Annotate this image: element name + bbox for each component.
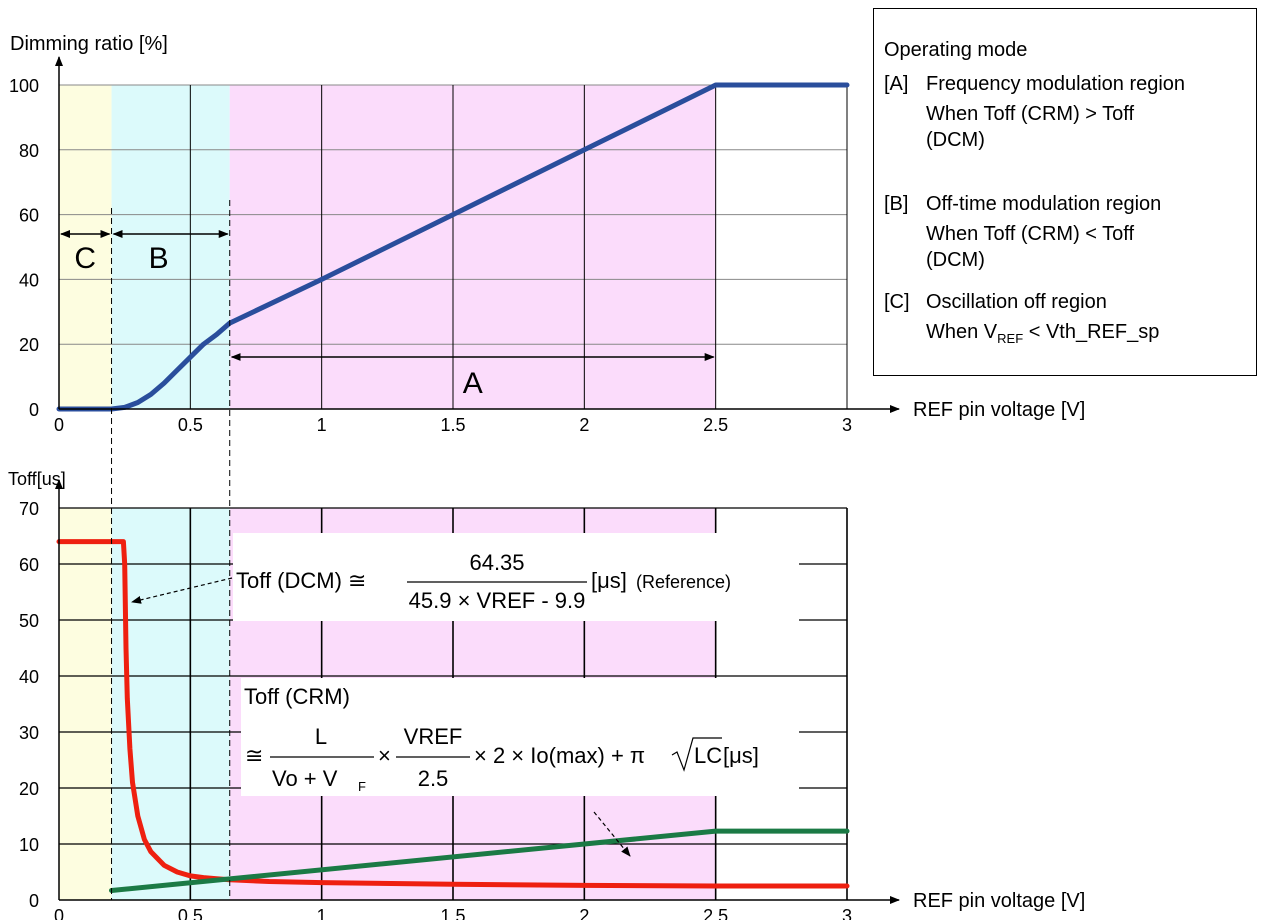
y-tick-label-2-20: 20 bbox=[19, 779, 39, 799]
legend-title: Operating mode bbox=[884, 39, 1028, 61]
x-tick-label-2-2: 2 bbox=[579, 906, 589, 920]
y-tick-label-2-0: 0 bbox=[29, 891, 39, 911]
region-b-band-2 bbox=[111, 508, 230, 900]
y-tick-label-2-40: 40 bbox=[19, 667, 39, 687]
region-c-band-2 bbox=[59, 508, 112, 900]
y-tick-label-1-40: 40 bbox=[19, 270, 39, 290]
crm-approx-sign: ≅ bbox=[245, 743, 263, 768]
x-tick-label-1-1: 1 bbox=[317, 415, 327, 435]
x-tick-label-1-1.5: 1.5 bbox=[440, 415, 465, 435]
x-tick-label-1-2: 2 bbox=[579, 415, 589, 435]
legend-name-a: Frequency modulation region bbox=[926, 73, 1186, 95]
series-line-2-1 bbox=[56, 539, 850, 889]
dcm-formula-box bbox=[233, 533, 799, 621]
legend-name-b: Off-time modulation region bbox=[926, 193, 1162, 215]
y-tick-label-2-30: 30 bbox=[19, 723, 39, 743]
y-tick-label-2-70: 70 bbox=[19, 499, 39, 519]
legend-tag-c: [C] bbox=[884, 291, 910, 313]
region-c-band-1 bbox=[59, 85, 112, 409]
x-tick-label-2-0: 0 bbox=[54, 906, 64, 920]
region-c-label: C bbox=[74, 242, 96, 275]
y-axis-label-2: Toff[us] bbox=[8, 469, 66, 489]
x-axis-label-1: REF pin voltage [V] bbox=[913, 399, 1085, 421]
y-tick-label-2-10: 10 bbox=[19, 835, 39, 855]
legend-tag-b: [B] bbox=[884, 193, 909, 215]
y-tick-label-1-20: 20 bbox=[19, 335, 39, 355]
region-b-label: B bbox=[149, 242, 169, 275]
crm-formula-unit: [μs] bbox=[723, 743, 759, 768]
dcm-formula-note: (Reference) bbox=[636, 572, 731, 592]
crm-fraction2-numerator: VREF bbox=[404, 724, 463, 749]
y-tick-label-2-60: 60 bbox=[19, 555, 39, 575]
crm-times-sign: × bbox=[378, 743, 391, 768]
crm-fraction1-subscript: F bbox=[358, 779, 366, 794]
legend-detail-c-suffix: < Vth_REF_sp bbox=[1023, 321, 1160, 343]
crm-pointer-arrow bbox=[593, 811, 631, 857]
dcm-pointer-arrow bbox=[131, 577, 233, 604]
x-axis-label-2: REF pin voltage [V] bbox=[913, 890, 1085, 912]
legend-name-c: Oscillation off region bbox=[926, 291, 1107, 313]
x-tick-label-1-0: 0 bbox=[54, 415, 64, 435]
y-axis-label-1: Dimming ratio [%] bbox=[10, 33, 168, 55]
legend-tag-a: [A] bbox=[884, 73, 909, 95]
crm-formula-title: Toff (CRM) bbox=[244, 684, 350, 709]
x-tick-label-1-2.5: 2.5 bbox=[703, 415, 728, 435]
region-a-band-1 bbox=[229, 85, 716, 409]
y-tick-label-1-60: 60 bbox=[19, 206, 39, 226]
x-tick-label-2-1: 1 bbox=[317, 906, 327, 920]
legend-detail-c: When VREF < Vth_REF_sp bbox=[926, 319, 1246, 352]
x-tick-label-2-2.5: 2.5 bbox=[703, 906, 728, 920]
x-tick-label-2-3: 3 bbox=[842, 906, 852, 920]
series-line-2-2 bbox=[109, 828, 850, 893]
y-tick-label-1-80: 80 bbox=[19, 141, 39, 161]
legend-detail-c-sub: REF bbox=[997, 331, 1024, 346]
dcm-formula-numerator: 64.35 bbox=[469, 550, 524, 575]
dcm-formula-denominator: 45.9 × VREF - 9.9 bbox=[409, 588, 586, 613]
legend-detail-a: When Toff (CRM) > Toff (DCM) bbox=[926, 103, 1135, 151]
x-tick-label-1-0.5: 0.5 bbox=[178, 415, 203, 435]
crm-formula-tail: × 2 × Io(max) + π bbox=[474, 743, 645, 768]
legend-detail-c-prefix: When V bbox=[926, 321, 998, 343]
y-tick-label-1-0: 0 bbox=[29, 400, 39, 420]
crm-fraction1-denominator: Vo + V bbox=[272, 766, 338, 791]
y-tick-label-1-100: 100 bbox=[9, 76, 39, 96]
y-tick-label-2-50: 50 bbox=[19, 611, 39, 631]
crm-formula-box bbox=[241, 678, 799, 796]
x-tick-label-2-0.5: 0.5 bbox=[178, 906, 203, 920]
series-line-1-1 bbox=[56, 82, 850, 412]
crm-sqrt-content: LC bbox=[694, 743, 722, 768]
dcm-formula-unit: [μs] bbox=[591, 568, 627, 593]
operating-mode-legend: Operating mode [A] Frequency modulation … bbox=[873, 8, 1257, 376]
crm-sqrt-sign bbox=[671, 737, 722, 772]
legend-detail-b: When Toff (CRM) < Toff (DCM) bbox=[926, 223, 1135, 271]
dcm-formula-lhs: Toff (DCM) ≅ bbox=[236, 568, 366, 593]
x-tick-label-2-1.5: 1.5 bbox=[440, 906, 465, 920]
crm-fraction1-numerator: L bbox=[315, 724, 327, 749]
region-a-label: A bbox=[463, 367, 483, 400]
region-b-band-1 bbox=[111, 85, 230, 409]
x-tick-label-1-3: 3 bbox=[842, 415, 852, 435]
crm-fraction2-denominator: 2.5 bbox=[418, 766, 449, 791]
